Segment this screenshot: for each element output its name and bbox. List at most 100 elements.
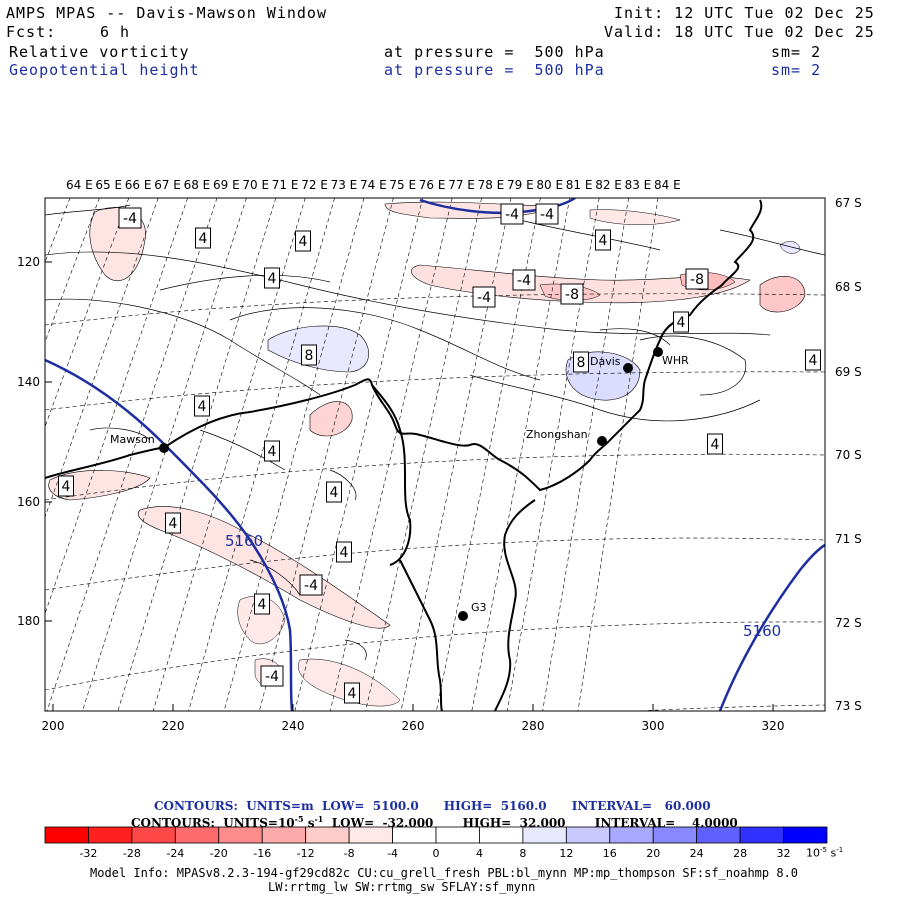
x-tick-label: 300	[642, 719, 665, 733]
svg-text:4: 4	[809, 353, 818, 369]
stations: Mawson Davis WHR Zhongshan G3	[110, 347, 689, 621]
longitude-label: 73 E	[331, 178, 358, 192]
svg-text:8: 8	[305, 348, 314, 364]
svg-text:-4: -4	[304, 578, 318, 594]
colorbar-label: 16	[603, 847, 617, 860]
station-label: Mawson	[110, 433, 155, 446]
svg-text:4: 4	[169, 516, 178, 532]
vorticity-label: -4	[512, 269, 536, 291]
y-tick-label: 180	[17, 614, 40, 628]
svg-text:4: 4	[258, 597, 267, 613]
vorticity-label: 4	[673, 311, 689, 333]
colorbar-label: 4	[476, 847, 483, 860]
colorbar-label: -28	[123, 847, 141, 860]
field2-name: Geopotential height	[9, 61, 200, 79]
svg-text:-8: -8	[565, 287, 579, 303]
svg-text:4: 4	[199, 231, 208, 247]
svg-text:8: 8	[577, 355, 586, 371]
station-label: Davis	[590, 355, 621, 368]
contour-range: LOW= -32.000 HIGH= 32.000 INTERVAL= 4.00…	[323, 816, 738, 830]
longitude-label: 75 E	[389, 178, 416, 192]
colorbar-unit-exp: -5	[820, 846, 827, 854]
svg-text:4: 4	[599, 233, 608, 249]
x-tick-labels: 200 220 240 260 280 300 320	[42, 719, 785, 733]
y-tick-label: 120	[17, 255, 40, 269]
x-tick-label: 260	[402, 719, 425, 733]
longitude-label: 70 E	[242, 178, 269, 192]
longitude-label: 65 E	[95, 178, 122, 192]
x-tick-label: 280	[522, 719, 545, 733]
colorbar-cell	[261, 826, 307, 844]
svg-text:-4: -4	[505, 207, 519, 223]
svg-text:4: 4	[348, 686, 357, 702]
svg-text:4: 4	[268, 271, 277, 287]
colorbar-label: 12	[559, 847, 573, 860]
field1-name: Relative vorticity	[9, 43, 190, 61]
field2-level: at pressure = 500 hPa	[384, 61, 605, 79]
vorticity-label: 4	[254, 593, 270, 615]
vorticity-label: 4	[264, 440, 280, 462]
y-tick-label: 160	[17, 495, 40, 509]
vorticity-label: 4	[264, 267, 280, 289]
svg-text:-4: -4	[517, 273, 531, 289]
forecast-value: 6 h	[100, 23, 131, 41]
x-tick-label: 320	[762, 719, 785, 733]
svg-text:-4: -4	[540, 207, 554, 223]
y-tick-label: 140	[17, 375, 40, 389]
colorbar-label: -4	[387, 847, 398, 860]
colorbar-label: 20	[646, 847, 660, 860]
svg-text:4: 4	[268, 444, 277, 460]
longitude-label: 79 E	[507, 178, 534, 192]
station-davis: Davis	[590, 355, 633, 373]
x-tick-label: 240	[282, 719, 305, 733]
init-time: Init: 12 UTC Tue 02 Dec 25	[614, 4, 875, 22]
height-label: 5160	[225, 532, 263, 550]
contour-units-exp2: -1	[314, 814, 324, 824]
colorbar-label: -8	[344, 847, 355, 860]
vorticity-label: -4	[299, 574, 323, 596]
colorbar-label: 0	[433, 847, 440, 860]
x-tick-label: 200	[42, 719, 65, 733]
longitude-label: 72 E	[301, 178, 328, 192]
vorticity-label: 4	[805, 349, 821, 371]
longitude-label: 67 E	[154, 178, 181, 192]
svg-text:4: 4	[711, 437, 720, 453]
longitude-label: 77 E	[448, 178, 475, 192]
vorticity-label: 8	[573, 351, 589, 373]
vorticity-label: 4	[595, 229, 611, 251]
station-label: Zhongshan	[526, 428, 588, 441]
valid-time: Valid: 18 UTC Tue 02 Dec 25	[604, 23, 875, 41]
colorbar-label: -20	[210, 847, 228, 860]
longitude-label: 83 E	[625, 178, 652, 192]
colorbar-cell	[479, 826, 524, 844]
vorticity-label: -4	[535, 203, 559, 225]
station-label: G3	[471, 601, 487, 614]
colorbar-cell	[88, 826, 133, 844]
colorbar-label: 28	[733, 847, 747, 860]
vorticity-label: 4	[707, 433, 723, 455]
colorbar-cell	[348, 826, 393, 844]
svg-text:4: 4	[198, 399, 207, 415]
plot-title: AMPS MPAS -- Davis-Mawson Window	[6, 4, 327, 22]
colorbar: -32 -28 -24 -20 -16 -12 -8 -4 0 4 8 12 16 20 24 28 32	[44, 826, 828, 860]
longitude-label: 84 E	[654, 178, 681, 192]
latitude-label: 68 S	[835, 280, 862, 294]
vorticity-contours	[45, 204, 825, 661]
svg-text:-4: -4	[123, 211, 137, 227]
latitude-labels: 67 S 68 S 69 S 70 S 71 S 72 S 73 S	[835, 196, 862, 713]
coastline	[45, 199, 763, 711]
colorbar-cell	[739, 826, 784, 844]
vorticity-contour-info: CONTOURS: UNITS=10-5 s-1 LOW= -32.000 HI…	[131, 812, 738, 830]
graticule	[45, 293, 825, 711]
latitude-label: 72 S	[835, 616, 862, 630]
longitude-label: 66 E	[125, 178, 152, 192]
longitude-label: 71 E	[272, 178, 299, 192]
colorbar-cell	[174, 826, 220, 844]
longitude-label: 64 E	[66, 178, 93, 192]
vorticity-label: 4	[344, 682, 360, 704]
vorticity-label: -4	[118, 207, 142, 229]
colorbar-cell	[392, 826, 437, 844]
map-plot: 64 E 65 E 66 E 67 E 68 E 69 E 70 E 71 E 72 E 73 E…	[17, 178, 862, 733]
colorbar-label: -12	[297, 847, 315, 860]
vorticity-label: -8	[685, 268, 709, 290]
